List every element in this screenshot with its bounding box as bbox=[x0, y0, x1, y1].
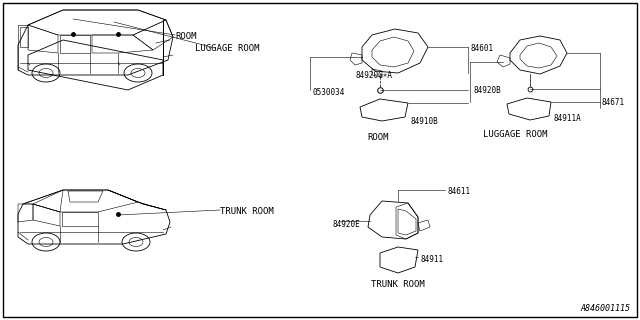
Text: 84911A: 84911A bbox=[553, 114, 580, 123]
Text: LUGGAGE ROOM: LUGGAGE ROOM bbox=[483, 130, 547, 139]
Text: 84671: 84671 bbox=[602, 98, 625, 107]
Text: 84920G∗A: 84920G∗A bbox=[355, 71, 392, 80]
Text: 84910B: 84910B bbox=[410, 117, 438, 126]
Text: 84911: 84911 bbox=[420, 255, 443, 264]
Text: 84601: 84601 bbox=[470, 44, 493, 53]
Text: TRUNK ROOM: TRUNK ROOM bbox=[220, 207, 274, 216]
Text: 0530034: 0530034 bbox=[312, 88, 344, 97]
Text: 84920B: 84920B bbox=[473, 86, 500, 95]
Text: 84920E: 84920E bbox=[332, 220, 360, 229]
Text: TRUNK ROOM: TRUNK ROOM bbox=[371, 280, 425, 289]
Text: ROOM: ROOM bbox=[367, 133, 388, 142]
Text: 84611: 84611 bbox=[447, 187, 470, 196]
Text: ROOM: ROOM bbox=[175, 32, 196, 41]
Text: A846001115: A846001115 bbox=[580, 304, 630, 313]
Text: LUGGAGE ROOM: LUGGAGE ROOM bbox=[195, 44, 259, 53]
